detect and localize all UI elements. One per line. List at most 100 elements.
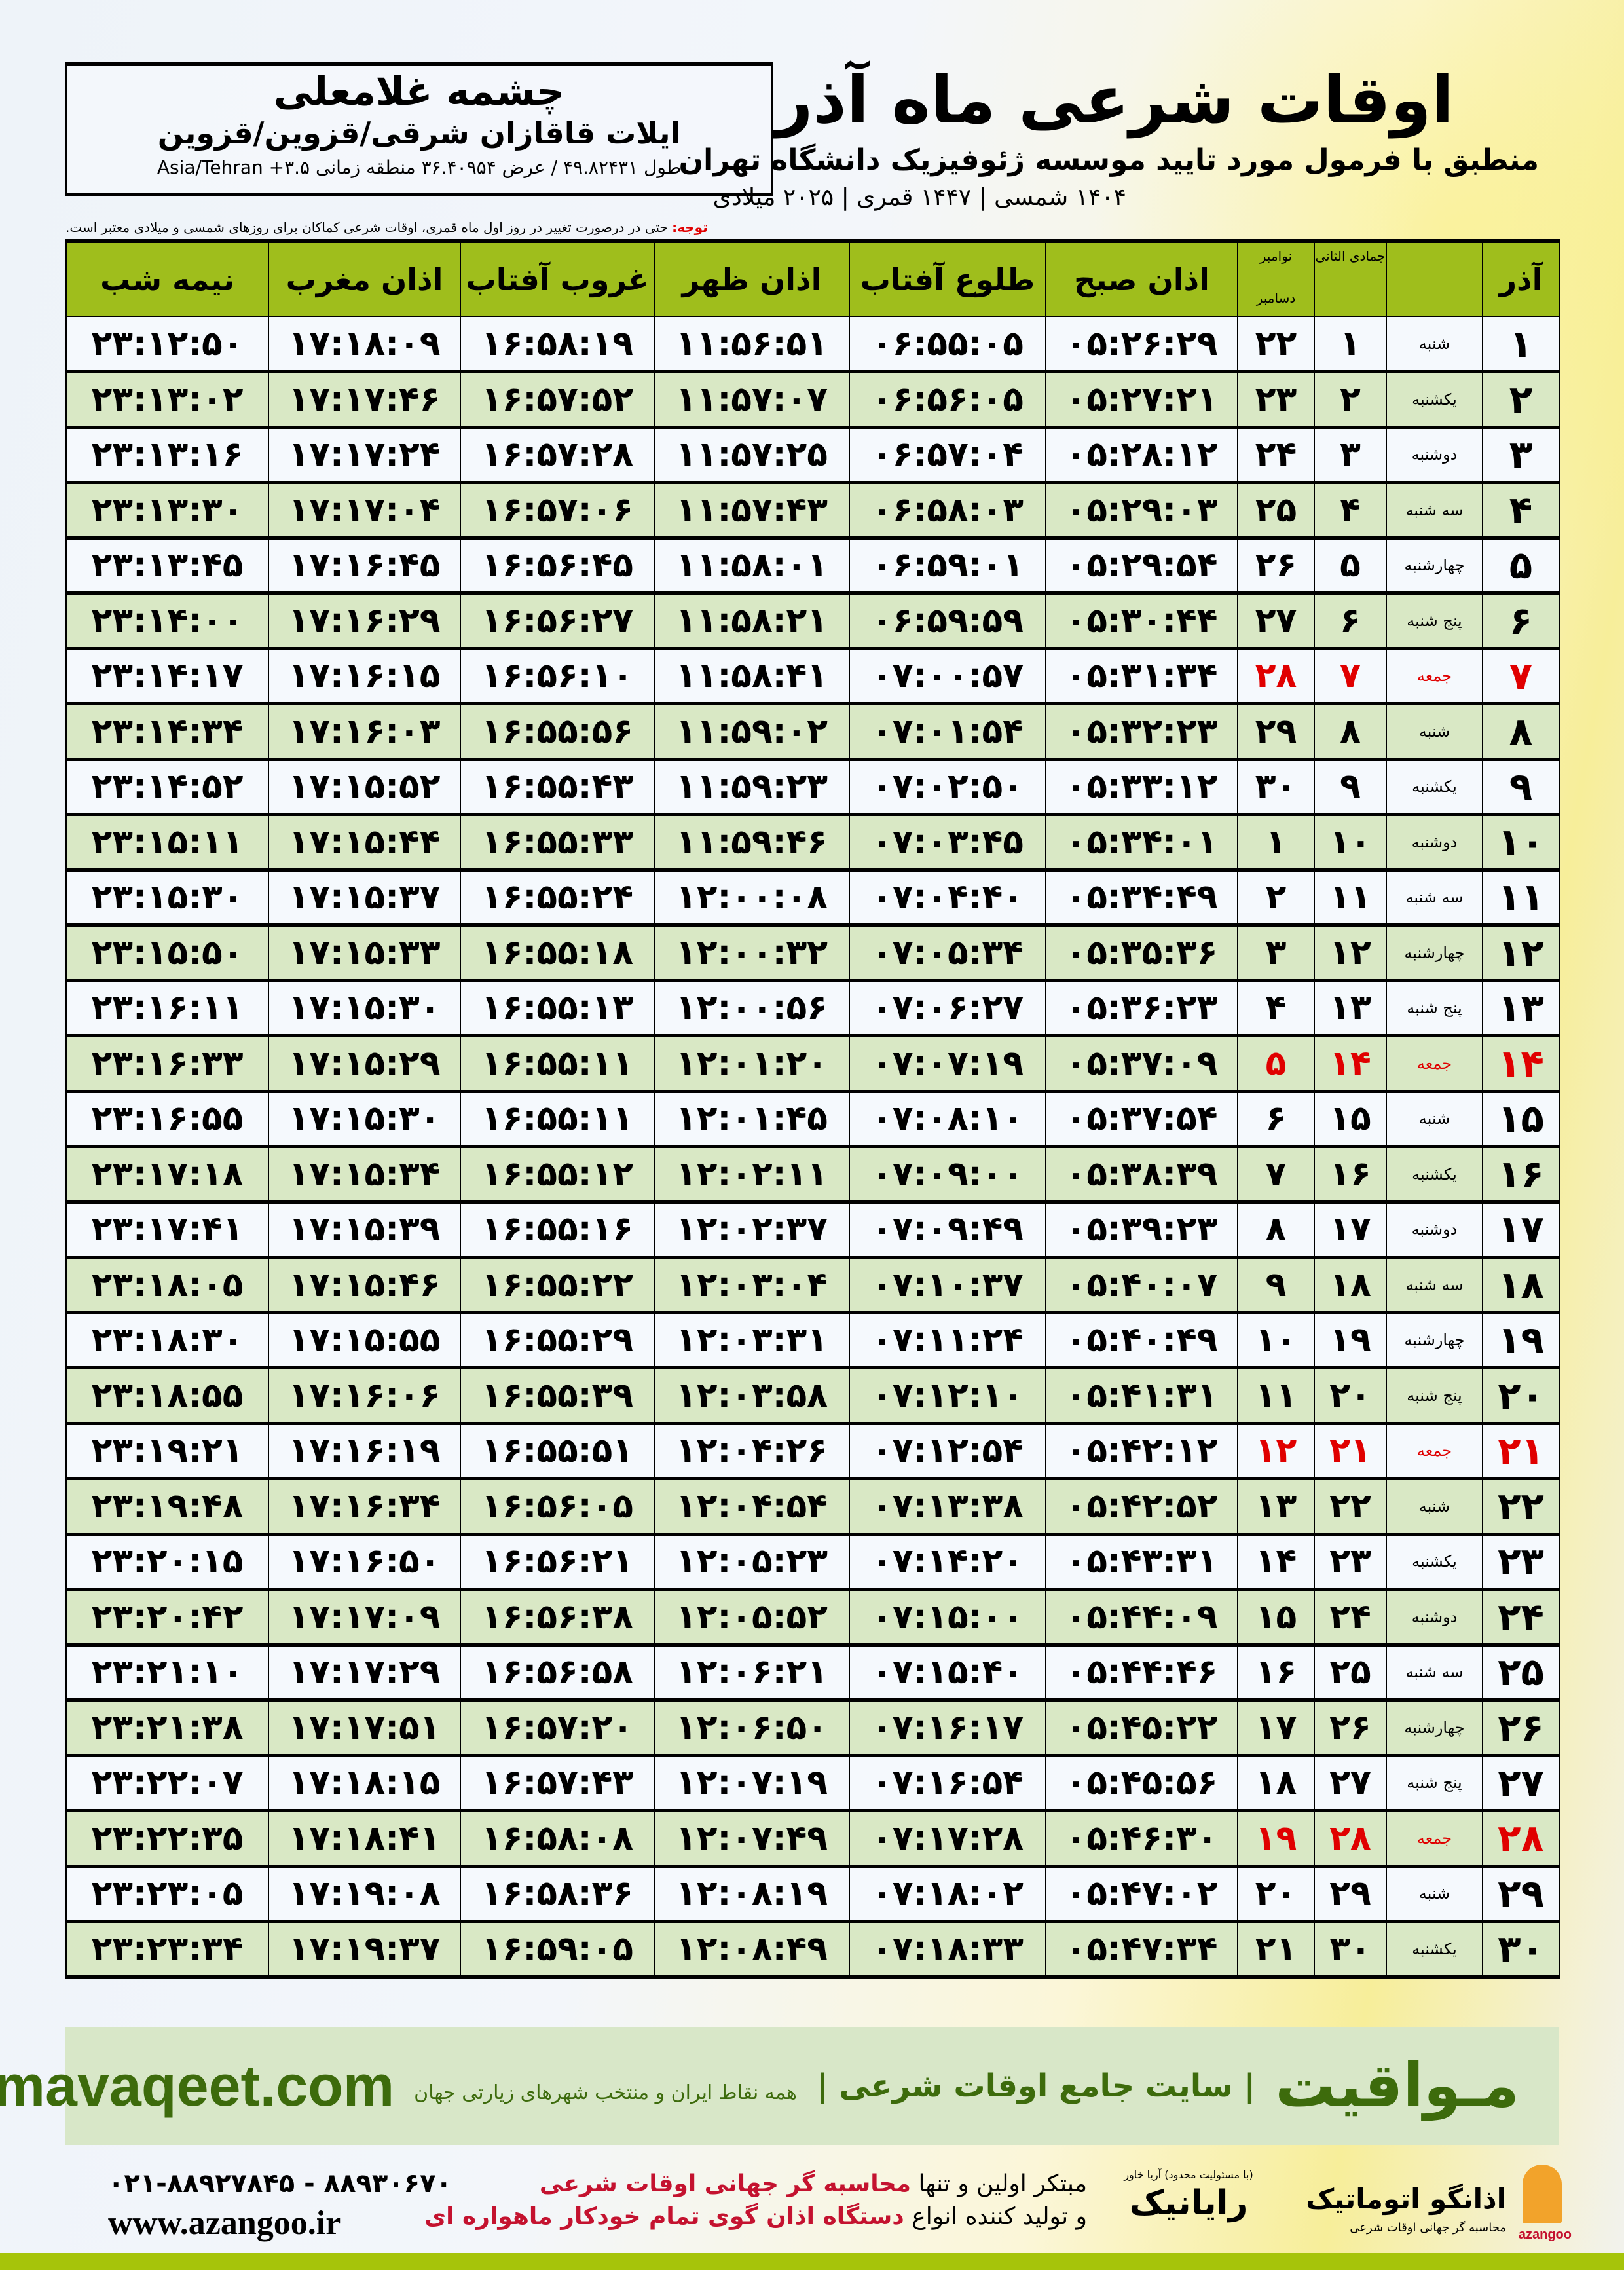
cell-sunrise: ۰۷:۱۴:۲۰	[849, 1533, 1046, 1591]
cell-day: ۱۵	[1482, 1090, 1560, 1148]
cell-dhuhr: ۱۲:۰۱:۴۵	[654, 1090, 850, 1148]
promo-line2-highlight: دستگاه اذان گوی تمام خودکار ماهواره ای	[424, 2203, 904, 2230]
cell-greg: ۲۹	[1237, 703, 1315, 761]
cell-maghrib: ۱۷:۱۶:۰۶	[268, 1367, 461, 1425]
cell-maghrib: ۱۷:۱۹:۳۷	[268, 1920, 461, 1979]
promo-line1-highlight: محاسبه گر جهانی اوقات شرعی	[539, 2170, 912, 2197]
cell-dhuhr: ۱۱:۵۶:۵۱	[654, 316, 850, 373]
table-row: ۲۴ دوشنبه ۲۴ ۱۵ ۰۵:۴۴:۰۹ ۰۷:۱۵:۰۰ ۱۲:۰۵:۵۲ ۱۶:۵…	[65, 1588, 1560, 1647]
cell-fajr: ۰۵:۳۳:۱۲	[1045, 758, 1238, 816]
azangoo-en: azangoo	[1518, 2227, 1572, 2242]
cell-fajr: ۰۵:۲۹:۵۴	[1045, 537, 1238, 595]
rayanik-logo: (با مسئولیت محدود) آریا خاور رایانیک	[1113, 2168, 1264, 2246]
cell-sunset: ۱۶:۵۶:۵۸	[460, 1644, 655, 1702]
cell-fajr: ۰۵:۳۷:۵۴	[1045, 1090, 1238, 1148]
cell-sunset: ۱۶:۵۵:۱۱	[460, 1090, 655, 1148]
cell-sunset: ۱۶:۵۸:۰۸	[460, 1810, 655, 1868]
cell-weekday: یکشنبه	[1386, 371, 1483, 429]
cell-sunset: ۱۶:۵۶:۴۵	[460, 537, 655, 595]
cell-fajr: ۰۵:۴۲:۱۲	[1045, 1423, 1238, 1480]
cell-greg: ۱۲	[1237, 1423, 1315, 1480]
cell-fajr: ۰۵:۲۶:۲۹	[1045, 316, 1238, 373]
footer: ۰۲۱-۸۸۹۲۷۸۴۵ - ۸۸۹۳۰۶۷۰ www.azangoo.ir م…	[0, 2155, 1624, 2253]
cell-day: ۲۲	[1482, 1478, 1560, 1536]
header-dhuhr: اذان ظهر	[654, 239, 850, 317]
cell-dhuhr: ۱۲:۰۵:۵۲	[654, 1588, 850, 1647]
cell-weekday: پنج شنبه	[1386, 1367, 1483, 1425]
cell-greg: ۱	[1237, 813, 1315, 872]
cell-fajr: ۰۵:۳۵:۳۶	[1045, 924, 1238, 982]
cell-weekday: یکشنبه	[1386, 1920, 1483, 1979]
mavaqeet-link[interactable]: mavaqeet.com	[0, 2053, 395, 2118]
cell-greg: ۶	[1237, 1090, 1315, 1148]
cell-weekday: شنبه	[1386, 1478, 1483, 1536]
cell-sunset: ۱۶:۵۵:۳۳	[460, 813, 655, 872]
table-row: ۲۰ پنج شنبه ۲۰ ۱۱ ۰۵:۴۱:۳۱ ۰۷:۱۲:۱۰ ۱۲:۰۳:۵۸ ۱۶…	[65, 1367, 1560, 1425]
cell-greg: ۲۸	[1237, 648, 1315, 705]
cell-jumada: ۱۸	[1314, 1256, 1387, 1314]
cell-midnight: ۲۳:۲۲:۳۵	[65, 1810, 269, 1868]
cell-jumada: ۲۸	[1314, 1810, 1387, 1868]
cell-midnight: ۲۳:۱۳:۴۵	[65, 537, 269, 595]
cell-sunset: ۱۶:۵۸:۱۹	[460, 316, 655, 373]
cell-day: ۹	[1482, 758, 1560, 816]
cell-dhuhr: ۱۲:۰۵:۲۳	[654, 1533, 850, 1591]
cell-jumada: ۲۲	[1314, 1478, 1387, 1536]
cell-weekday: دوشنبه	[1386, 426, 1483, 484]
cell-greg: ۱۸	[1237, 1755, 1315, 1812]
cell-midnight: ۲۳:۱۸:۳۰	[65, 1312, 269, 1369]
cell-jumada: ۲۳	[1314, 1533, 1387, 1591]
cell-sunrise: ۰۷:۰۹:۰۰	[849, 1145, 1046, 1204]
cell-sunset: ۱۶:۵۵:۲۲	[460, 1256, 655, 1314]
cell-greg: ۲۳	[1237, 371, 1315, 429]
cell-day: ۲۵	[1482, 1644, 1560, 1702]
cell-fajr: ۰۵:۴۶:۳۰	[1045, 1810, 1238, 1868]
cell-jumada: ۲۶	[1314, 1699, 1387, 1757]
cell-maghrib: ۱۷:۱۵:۲۹	[268, 1035, 461, 1093]
cell-greg: ۲۵	[1237, 481, 1315, 540]
cell-jumada: ۱۱	[1314, 869, 1387, 927]
cell-jumada: ۱۲	[1314, 924, 1387, 982]
rayanik-sub: (با مسئولیت محدود) آریا خاور	[1124, 2168, 1253, 2181]
cell-jumada: ۷	[1314, 648, 1387, 705]
cell-day: ۱۴	[1482, 1035, 1560, 1093]
cell-weekday: جمعه	[1386, 1035, 1483, 1093]
cell-fajr: ۰۵:۲۸:۱۲	[1045, 426, 1238, 484]
cell-day: ۱۰	[1482, 813, 1560, 872]
table-row: ۲۹ شنبه ۲۹ ۲۰ ۰۵:۴۷:۰۲ ۰۷:۱۸:۰۲ ۱۲:۰۸:۱۹ ۱۶:۵۸:…	[65, 1865, 1560, 1923]
cell-greg: ۴	[1237, 980, 1315, 1037]
azangoo-link[interactable]: www.azangoo.ir	[108, 2205, 341, 2242]
cell-day: ۲۹	[1482, 1865, 1560, 1923]
cell-fajr: ۰۵:۴۱:۳۱	[1045, 1367, 1238, 1425]
table-row: ۷ جمعه ۷ ۲۸ ۰۵:۳۱:۳۴ ۰۷:۰۰:۵۷ ۱۱:۵۸:۴۱ ۱۶:۵۶:۱۰…	[65, 648, 1560, 705]
table-row: ۱۵ شنبه ۱۵ ۶ ۰۵:۳۷:۵۴ ۰۷:۰۸:۱۰ ۱۲:۰۱:۴۵ ۱۶:۵۵:۱…	[65, 1090, 1560, 1148]
cell-dhuhr: ۱۱:۵۷:۲۵	[654, 426, 850, 484]
cell-jumada: ۶	[1314, 592, 1387, 650]
cell-weekday: سه شنبه	[1386, 869, 1483, 927]
azangoo-name: اذانگو اتوماتیک	[1306, 2183, 1506, 2215]
cell-fajr: ۰۵:۳۰:۴۴	[1045, 592, 1238, 650]
cell-dhuhr: ۱۲:۰۲:۱۱	[654, 1145, 850, 1204]
header-sunset: غروب آفتاب	[460, 239, 655, 317]
cell-greg: ۵	[1237, 1035, 1315, 1093]
cell-greg: ۲۶	[1237, 537, 1315, 595]
azangoo-sub: محاسبه گر جهانی اوقات شرعی	[1350, 2221, 1506, 2235]
table-row: ۱۹ چهارشنبه ۱۹ ۱۰ ۰۵:۴۰:۴۹ ۰۷:۱۱:۲۴ ۱۲:۰۳:۳۱ ۱۶…	[65, 1312, 1560, 1369]
cell-sunrise: ۰۷:۱۷:۲۸	[849, 1810, 1046, 1868]
cell-greg: ۲۰	[1237, 1865, 1315, 1923]
cell-maghrib: ۱۷:۱۸:۱۵	[268, 1755, 461, 1812]
cell-midnight: ۲۳:۱۴:۳۴	[65, 703, 269, 761]
header-fajr: اذان صبح	[1045, 239, 1238, 317]
table-row: ۵ چهارشنبه ۵ ۲۶ ۰۵:۲۹:۵۴ ۰۶:۵۹:۰۱ ۱۱:۵۸:۰۱ ۱۶:۵…	[65, 537, 1560, 595]
table-header: آذر جمادی الثانی نوامبر دسامبر اذان صبح ط…	[65, 239, 1560, 317]
cell-midnight: ۲۳:۲۳:۰۵	[65, 1865, 269, 1923]
cell-jumada: ۱۹	[1314, 1312, 1387, 1369]
cell-fajr: ۰۵:۳۶:۲۳	[1045, 980, 1238, 1037]
table-row: ۹ یکشنبه ۹ ۳۰ ۰۵:۳۳:۱۲ ۰۷:۰۲:۵۰ ۱۱:۵۹:۲۳ ۱۶:۵۵:…	[65, 758, 1560, 816]
promo-text: مبتکر اولین و تنها محاسبه گر جهانی اوقات…	[419, 2168, 1087, 2233]
cell-sunset: ۱۶:۵۶:۲۱	[460, 1533, 655, 1591]
header-november: نوامبر	[1259, 248, 1293, 264]
cell-sunset: ۱۶:۵۵:۲۹	[460, 1312, 655, 1369]
cell-midnight: ۲۳:۱۹:۲۱	[65, 1423, 269, 1480]
table-row: ۲۳ یکشنبه ۲۳ ۱۴ ۰۵:۴۳:۳۱ ۰۷:۱۴:۲۰ ۱۲:۰۵:۲۳ ۱۶:۵…	[65, 1533, 1560, 1591]
